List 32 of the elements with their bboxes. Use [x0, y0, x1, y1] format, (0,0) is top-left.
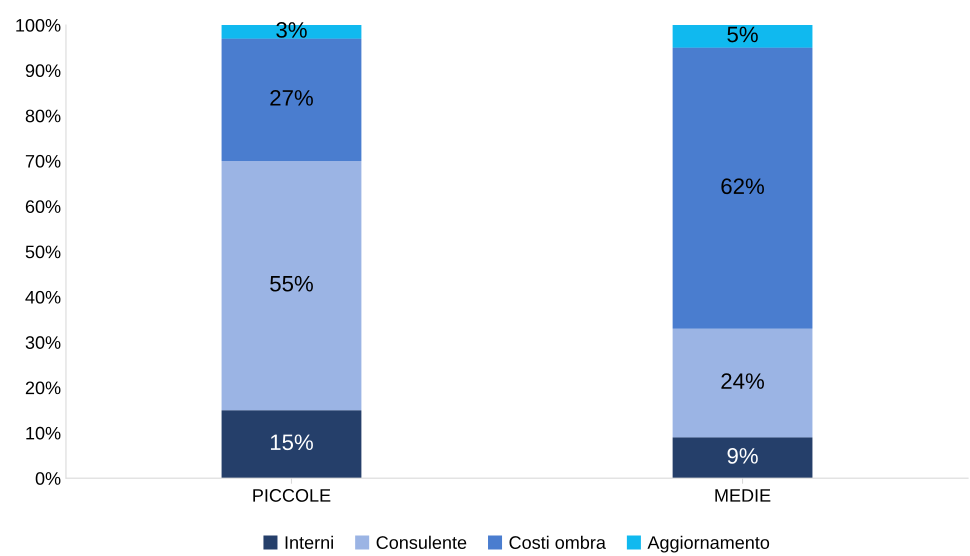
y-tick-label: 10%	[26, 426, 60, 440]
data-label: 5%	[727, 26, 758, 42]
y-tick-label: 50%	[26, 246, 60, 258]
y-tick-label: 70%	[26, 154, 60, 168]
data-label: 24%	[721, 373, 764, 389]
data-label: 3%	[276, 22, 307, 38]
y-tick-label: 80%	[26, 110, 60, 122]
y-tick-label: 40%	[25, 290, 60, 304]
legend-label: Aggiornamento	[647, 536, 770, 553]
y-tick-label: 0%	[36, 472, 60, 485]
legend-label: Costi ombra	[509, 536, 606, 549]
y-tick-label: 60%	[26, 200, 60, 213]
bar	[222, 160, 362, 410]
data-label: 27%	[270, 90, 313, 106]
bar	[672, 25, 812, 48]
bar	[672, 48, 812, 329]
bar	[222, 410, 362, 478]
y-tick-label: 20%	[26, 381, 60, 394]
bar	[672, 328, 812, 438]
y-tick-label: 90%	[26, 64, 60, 78]
x-tick-label: MEDIE	[715, 489, 770, 502]
x-tick-label: PICCOLE	[253, 489, 330, 502]
data-label: 9%	[728, 448, 758, 464]
y-tick-label: 100%	[16, 18, 60, 32]
data-label: 55%	[270, 276, 313, 292]
y-tick-label: 30%	[26, 336, 60, 349]
data-label: 62%	[721, 178, 764, 194]
legend-label: Interni	[286, 536, 333, 549]
legend-label: Consulente	[376, 536, 466, 549]
bar	[222, 38, 362, 161]
data-label: 15%	[270, 434, 313, 450]
bar	[672, 437, 812, 478]
